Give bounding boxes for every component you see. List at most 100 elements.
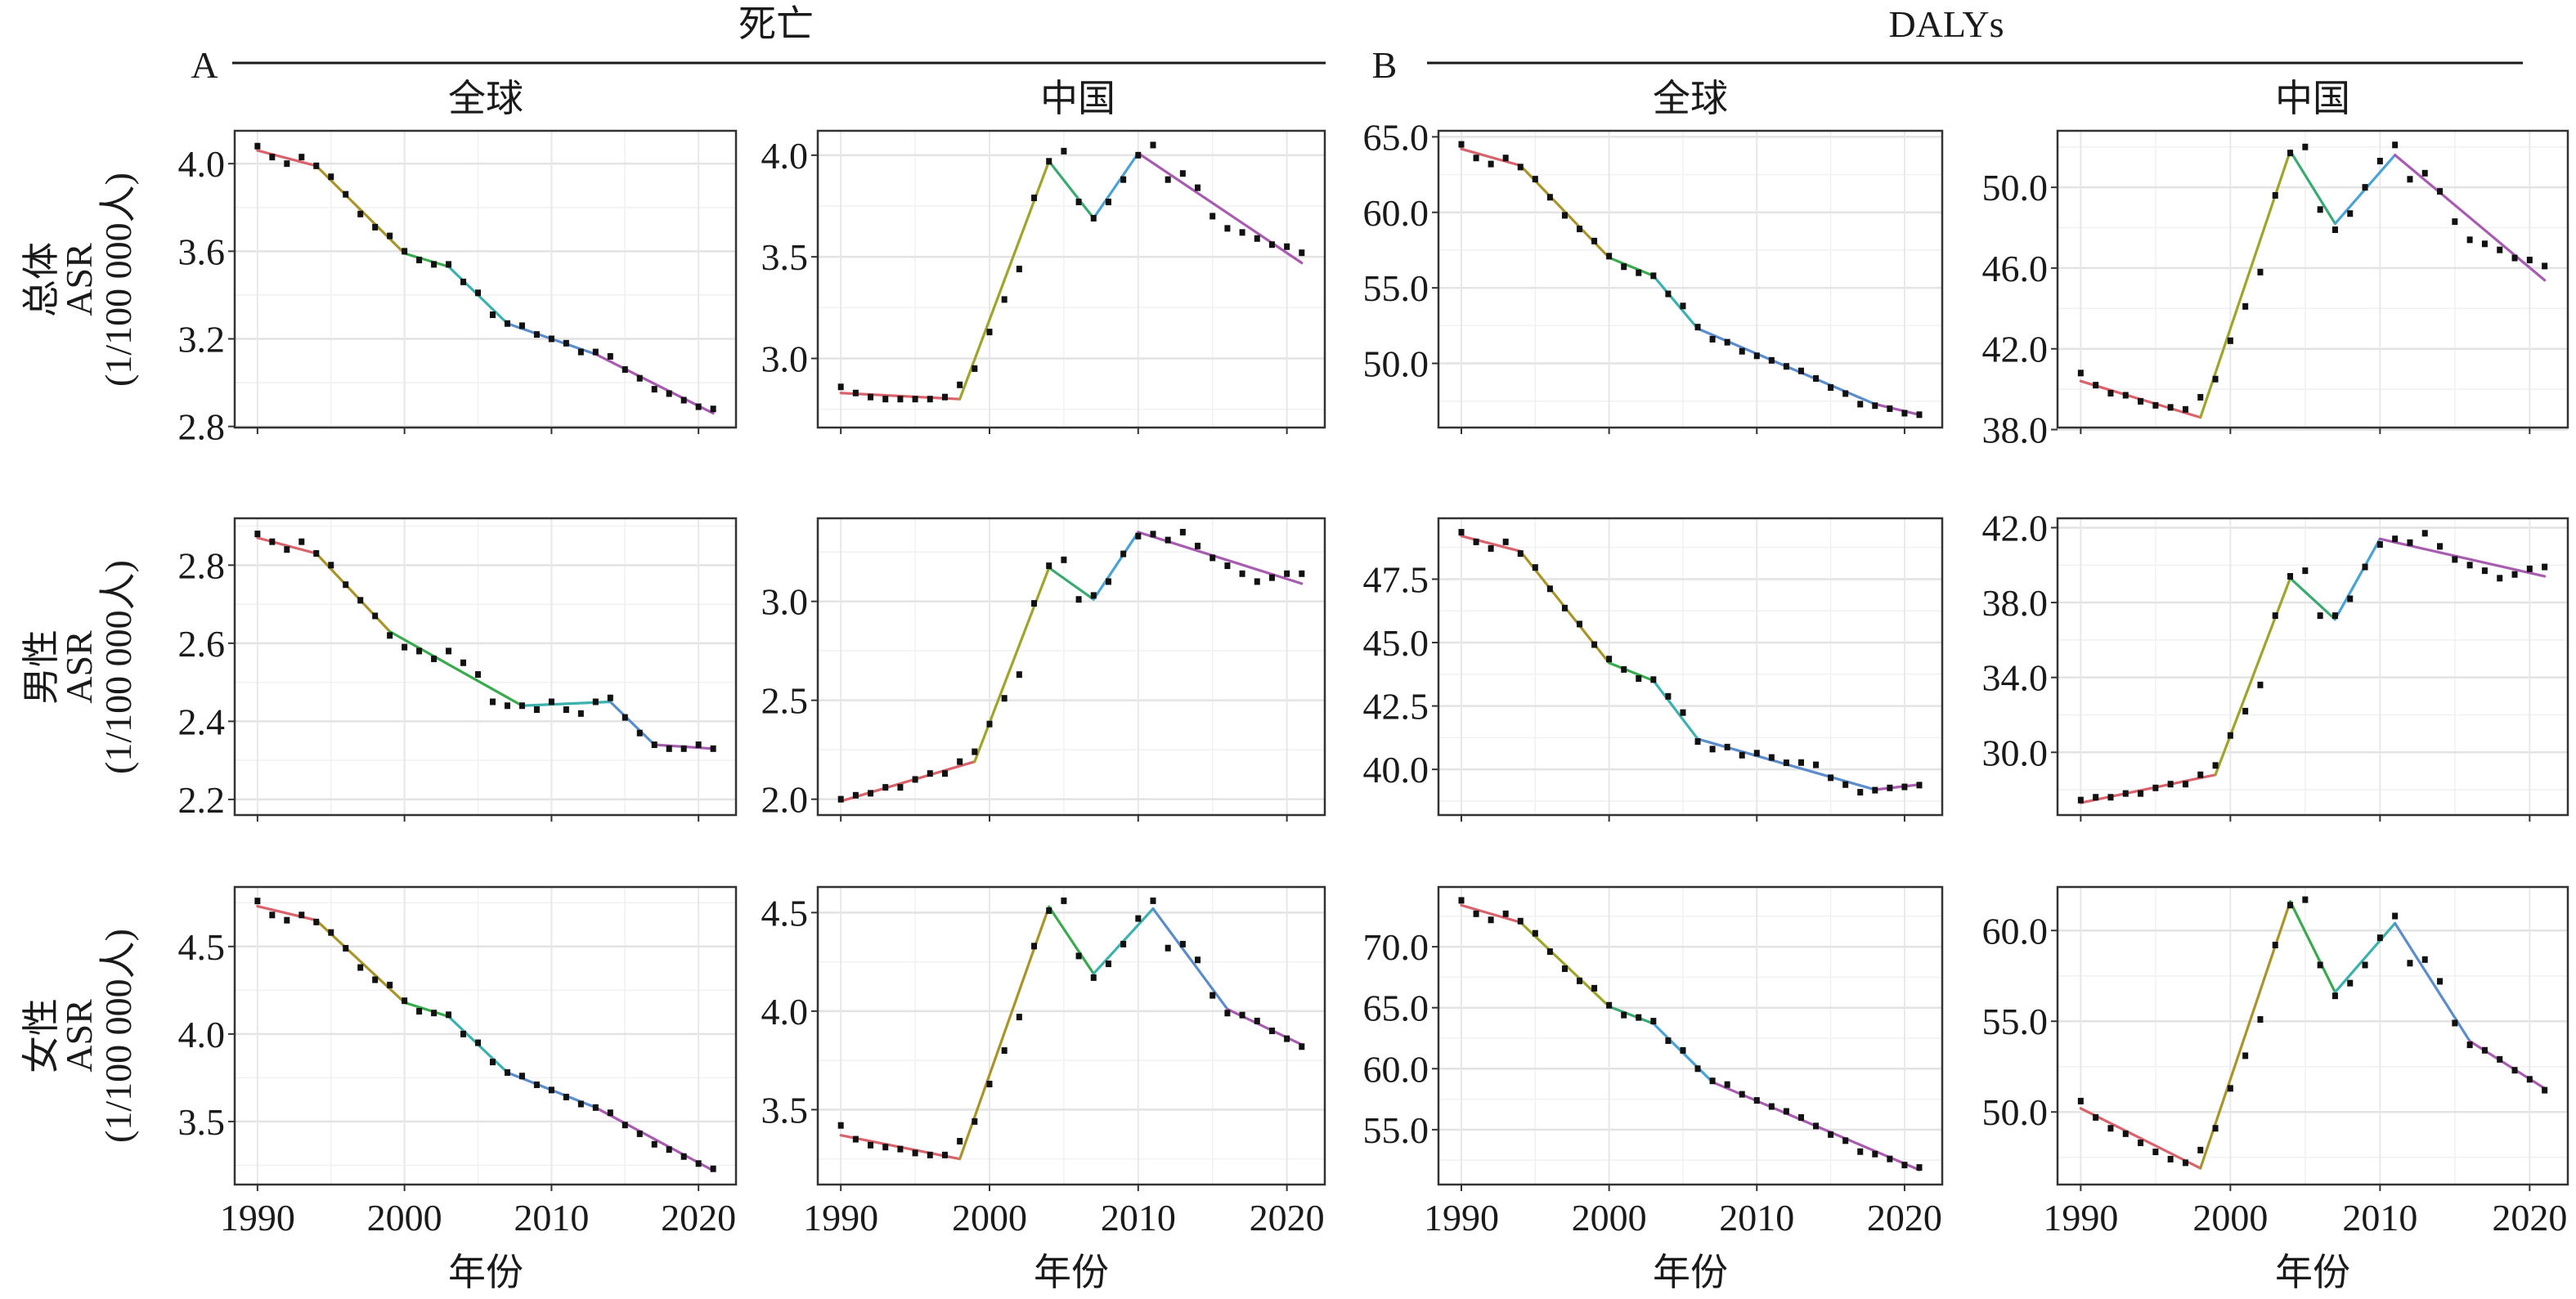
data-point [636,374,643,382]
data-point [1165,536,1171,544]
data-point [2362,184,2368,191]
data-point [2452,556,2458,563]
section-title-dalys: DALYs [1888,3,2004,45]
data-point [1120,940,1127,947]
data-point [592,348,599,356]
data-point [680,1153,687,1160]
y-tick-label: 38.0 [1982,409,2049,450]
y-tick-label: 2.5 [761,680,809,722]
data-point [1842,781,1849,788]
x-tick-label: 1990 [803,1197,878,1239]
data-point [2437,978,2444,985]
data-point [2362,961,2368,969]
data-point [2526,565,2533,572]
panel-DALYs-中国-女性: 50.0 55.0 60.0 1990 2000 2010 2020 [1982,885,2569,1239]
joinpoint-segment-1 [256,904,318,922]
joinpoint-segment-3 [403,252,451,268]
data-point [460,1030,467,1037]
data-point [313,162,320,169]
data-point [897,396,904,403]
y-tick-label: 4.5 [761,892,809,934]
joinpoint-segment-3 [1048,905,1095,975]
panel-死亡-全球-女性: 3.5 4.0 4.5 1990 2000 2010 2020 [178,885,738,1239]
y-tick-label: 3.2 [178,319,226,361]
data-point [1577,620,1583,628]
data-point [1165,176,1171,183]
data-point [1561,212,1568,219]
data-point [1577,226,1583,233]
joinpoint-segment-3 [1608,661,1655,683]
row-label-male: 男性 ASR (1/100 000人) [20,560,139,774]
data-point [651,1140,657,1148]
data-point [1001,296,1008,303]
y-tick-label: 2.2 [178,779,226,821]
data-point [1828,384,1834,392]
data-point [1135,532,1142,540]
data-point [2107,390,2114,397]
joinpoint-segment-3 [1048,566,1095,601]
data-point [1680,1046,1686,1054]
data-point [1075,952,1082,960]
data-point [897,1145,904,1153]
data-point [2122,392,2129,399]
x-axis-title: 年份 [1653,1252,1728,1293]
data-point [710,405,716,413]
data-point [912,776,918,783]
data-point [254,898,261,905]
data-point [1546,948,1553,956]
row-label-unit: (1/100 000人) [97,929,139,1143]
y-tick-label: 2.6 [178,623,226,665]
data-point [1105,578,1111,585]
data-point [2138,790,2144,797]
panel-DALYs-中国-总体: 38.0 42.0 46.0 50.0 [1982,129,2569,450]
y-tick-label: 65.0 [1363,988,1429,1029]
row-label-unit: (1/100 000人) [97,172,139,387]
data-point [1621,665,1627,673]
x-tick-label: 2010 [1101,1197,1176,1239]
data-point [2511,254,2518,262]
data-point [2466,236,2473,244]
x-axis-title: 年份 [448,1252,523,1293]
data-point [1857,1148,1864,1155]
data-point [837,795,844,803]
data-point [941,1151,948,1158]
data-point [1591,641,1598,648]
data-point [1517,550,1524,558]
data-point [912,1149,918,1157]
data-point [1061,147,1067,155]
plot-background [818,518,1325,815]
data-point [680,396,687,404]
data-point [1517,917,1524,925]
y-tick-label: 3.6 [178,231,226,272]
data-point [868,393,874,401]
data-point [533,331,540,338]
y-tick-label: 3.5 [761,236,809,278]
data-point [577,348,584,356]
data-point [2152,784,2159,791]
data-point [2093,794,2099,801]
data-point [1284,1035,1290,1042]
panel-死亡-中国-男性: 2.0 2.5 3.0 [761,517,1326,822]
data-point [912,396,918,403]
data-point [1502,910,1509,917]
joinpoint-segment-3 [403,1001,451,1019]
data-point [2466,1041,2473,1049]
data-point [1694,738,1701,746]
y-tick-label: 3.5 [761,1089,809,1131]
y-tick-label: 50.0 [1982,167,2049,208]
data-point [446,1011,452,1019]
data-point [1532,929,1538,937]
data-point [1828,1131,1834,1138]
x-tick-label: 1990 [2043,1197,2118,1239]
data-point [1546,194,1553,201]
x-tick-label: 2010 [514,1197,589,1239]
joinpoint-segment-4 [1652,274,1699,330]
data-point [548,1086,554,1094]
data-point [1797,1113,1804,1121]
y-tick-label: 4.0 [761,991,809,1032]
plot-border [1437,885,1944,1186]
data-point [563,706,569,714]
data-point [1842,390,1849,397]
data-point [2287,150,2294,157]
data-point [2392,535,2399,543]
